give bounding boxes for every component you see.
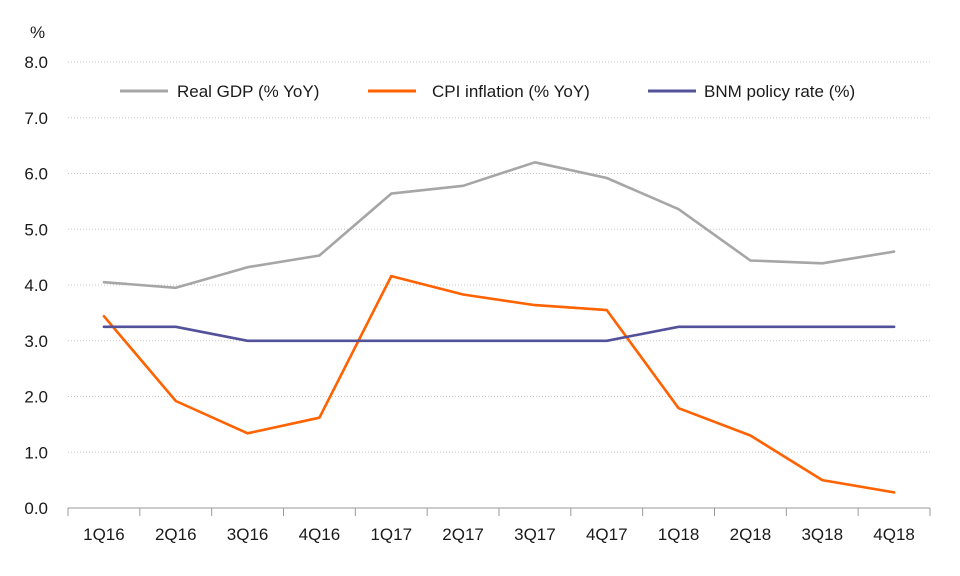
y-tick-label: 4.0 (24, 276, 48, 295)
x-tick-label: 4Q17 (586, 525, 628, 544)
series-lines (102, 161, 896, 494)
x-tick-label: 3Q16 (227, 525, 269, 544)
series-line-2 (102, 325, 896, 343)
y-axis-tick-labels: 0.0 1.0 2.0 3.0 4.0 5.0 6.0 7.0 8.0 (24, 53, 48, 518)
x-tick-label: 2Q16 (155, 525, 197, 544)
y-tick-label: 5.0 (24, 220, 48, 239)
x-tick-label: 2Q18 (730, 525, 772, 544)
x-tick-label: 1Q18 (658, 525, 700, 544)
series-line-1 (102, 274, 896, 494)
x-tick-label: 1Q16 (83, 525, 125, 544)
x-tick-label: 1Q17 (370, 525, 412, 544)
x-tick-label: 3Q17 (514, 525, 556, 544)
y-tick-label: 3.0 (24, 332, 48, 351)
y-tick-label: 6.0 (24, 165, 48, 184)
x-axis: 1Q16 2Q16 3Q16 4Q16 1Q17 2Q17 3Q17 4Q17 1Q18 2Q18… (67, 507, 931, 544)
series-line-0 (102, 161, 896, 290)
y-tick-label: 7.0 (24, 109, 48, 128)
y-tick-label: 1.0 (24, 443, 48, 462)
y-tick-label: 2.0 (24, 388, 48, 407)
legend: Real GDP (% YoY) CPI inflation (% YoY) BNM… (120, 82, 855, 101)
x-tick-label: 3Q18 (801, 525, 843, 544)
x-tick-label: 4Q18 (873, 525, 915, 544)
legend-label-0: Real GDP (% YoY) (177, 82, 319, 101)
gridlines (68, 61, 930, 453)
x-tick-label: 2Q17 (442, 525, 484, 544)
x-tick-label: 4Q16 (299, 525, 341, 544)
legend-label-1: CPI inflation (% YoY) (432, 82, 590, 101)
legend-label-2: BNM policy rate (%) (704, 82, 855, 101)
y-tick-label: 8.0 (24, 53, 48, 72)
y-axis-unit-label: % (30, 23, 45, 42)
y-tick-label: 0.0 (24, 499, 48, 518)
